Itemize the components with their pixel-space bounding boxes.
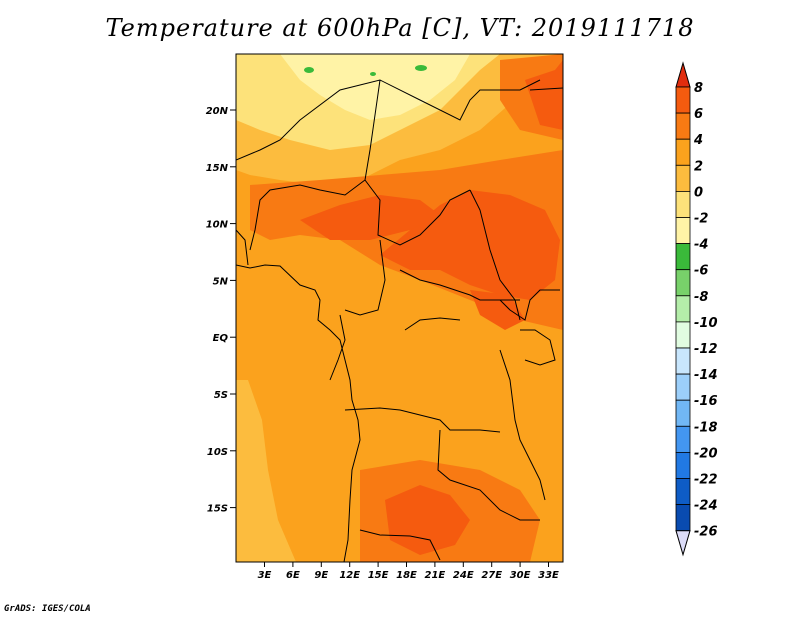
colorbar-label: -20 bbox=[694, 446, 718, 461]
temperature-field bbox=[236, 54, 563, 562]
colorbar-label: -14 bbox=[694, 368, 718, 383]
colorbar-label: -26 bbox=[694, 525, 718, 540]
lon-label: 9E bbox=[314, 570, 328, 581]
lon-label: 33E bbox=[538, 570, 559, 581]
colorbar-swatch bbox=[675, 112, 691, 140]
longitude-axis: 3E 6E 9E 12E 15E 18E 21E 24E 27E 30E 33E bbox=[258, 562, 559, 581]
colorbar-label: 0 bbox=[694, 185, 703, 200]
lon-label: 12E bbox=[339, 570, 360, 581]
colorbar-label: -2 bbox=[694, 212, 708, 227]
colorbar-swatch bbox=[675, 373, 691, 401]
colorbar-label: -12 bbox=[694, 342, 718, 357]
colorbar-swatch bbox=[675, 451, 691, 479]
lon-label: 3E bbox=[258, 570, 272, 581]
lat-label: 15N bbox=[206, 163, 229, 174]
colorbar-swatch bbox=[675, 347, 691, 375]
colorbar-swatch bbox=[675, 399, 691, 427]
field-region-hot-nigeria bbox=[300, 195, 440, 240]
lon-label: 24E bbox=[453, 570, 474, 581]
colorbar-label: -10 bbox=[694, 316, 718, 331]
colorbar-swatch bbox=[675, 138, 691, 166]
colorbar-bottom-arrow bbox=[675, 530, 691, 557]
lon-label: 6E bbox=[286, 570, 300, 581]
colorbar-label: -18 bbox=[694, 420, 718, 435]
colorbar-swatch bbox=[675, 164, 691, 192]
lat-label: 5S bbox=[214, 390, 228, 401]
colorbar-label: -16 bbox=[694, 394, 718, 409]
colorbar-label: -4 bbox=[694, 238, 708, 253]
colorbar-label: -24 bbox=[694, 499, 718, 514]
country-borders bbox=[236, 79, 563, 562]
grads-credit: GrADS: IGES/COLA bbox=[4, 604, 91, 614]
colorbar-label: -22 bbox=[694, 473, 718, 488]
colorbar-swatch bbox=[675, 217, 691, 245]
colorbar-swatch bbox=[675, 86, 691, 114]
colorbar-swatch bbox=[675, 504, 691, 532]
colorbar-top-arrow bbox=[675, 61, 691, 88]
colorbar-swatch bbox=[675, 321, 691, 349]
lon-label: 30E bbox=[510, 570, 531, 581]
colorbar-label: 8 bbox=[694, 81, 703, 96]
field-region-green-3 bbox=[370, 72, 376, 76]
lon-label: 21E bbox=[425, 570, 446, 581]
colorbar-label: 2 bbox=[694, 159, 703, 174]
colorbar: 8 6 4 2 0 -2 -4 -6 -8 -10 -12 -14 -16 -18 -20 -22 -24 -26 bbox=[675, 61, 718, 557]
field-region-hot-zambia bbox=[385, 485, 470, 555]
lat-label: 10S bbox=[207, 447, 228, 458]
lon-label: 27E bbox=[481, 570, 502, 581]
colorbar-label: -8 bbox=[694, 290, 708, 305]
colorbar-label: 6 bbox=[694, 107, 703, 122]
colorbar-swatch bbox=[675, 243, 691, 271]
latitude-axis: 20N 15N 10N 5N EQ 5S 10S 15S bbox=[206, 106, 236, 515]
lat-label: 15S bbox=[207, 504, 228, 515]
colorbar-swatch bbox=[675, 190, 691, 218]
lon-label: 18E bbox=[396, 570, 417, 581]
field-region-green-1 bbox=[304, 67, 314, 73]
lat-label: 20N bbox=[206, 106, 229, 117]
lon-label: 15E bbox=[368, 570, 389, 581]
field-region-mild-west bbox=[236, 380, 296, 562]
colorbar-swatch bbox=[675, 295, 691, 323]
colorbar-label: -6 bbox=[694, 264, 708, 279]
colorbar-swatch bbox=[675, 269, 691, 297]
lat-label: EQ bbox=[213, 333, 229, 344]
colorbar-swatch bbox=[675, 425, 691, 453]
colorbar-swatch bbox=[675, 478, 691, 506]
colorbar-label: 4 bbox=[693, 133, 703, 148]
field-region-hot-ethiopia bbox=[525, 60, 563, 130]
lat-label: 5N bbox=[213, 276, 229, 287]
chart-title: Temperature at 600hPa [C], VT: 201911171… bbox=[105, 14, 695, 42]
field-region-green-2 bbox=[415, 65, 427, 71]
map-frame bbox=[235, 53, 564, 563]
lat-label: 10N bbox=[206, 220, 229, 231]
